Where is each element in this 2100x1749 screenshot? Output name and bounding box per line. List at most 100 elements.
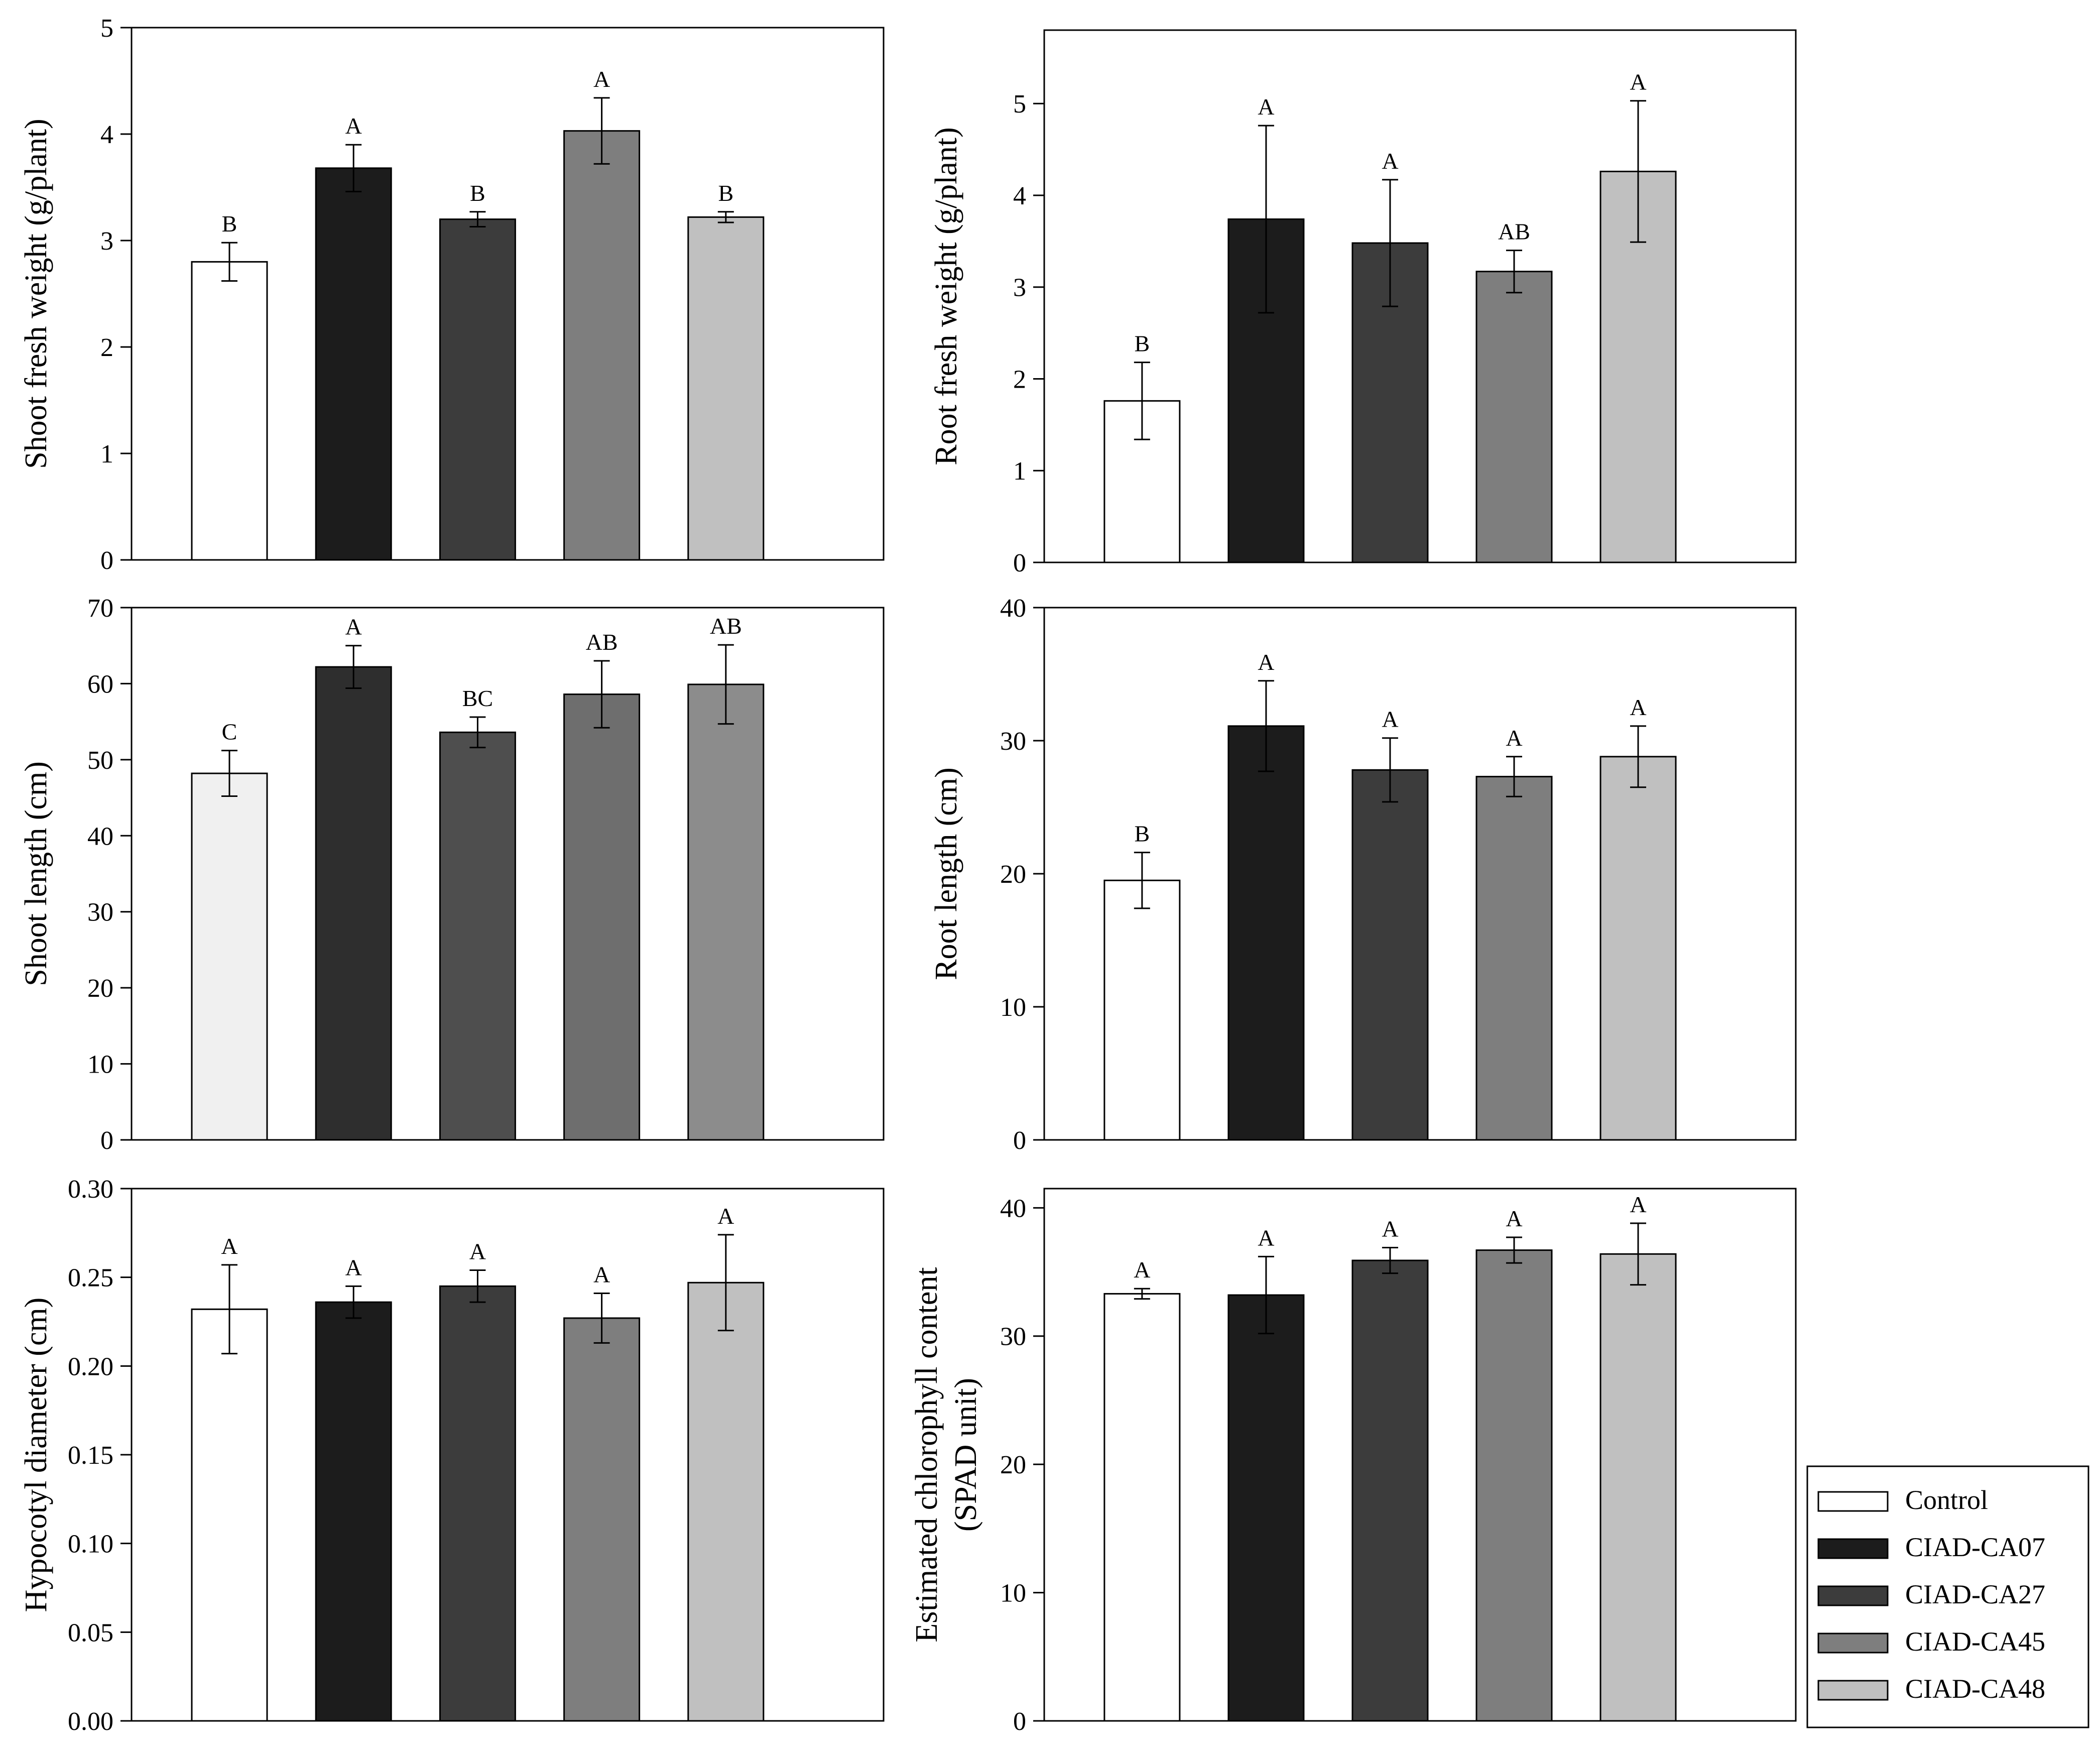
chart-panel-1: 0 1 2 3 4 5 Shoot fresh weight (g/plant) B A B A B xyxy=(19,14,885,575)
significance-letter: C xyxy=(222,719,237,745)
legend-label: CIAD-CA48 xyxy=(1905,1674,2045,1704)
significance-letter: A xyxy=(1258,94,1274,120)
y-axis-title: Estimated chlorophyll content xyxy=(910,1267,944,1642)
significance-letter: A xyxy=(221,1233,237,1259)
bar-ciad-ca27 xyxy=(439,218,516,561)
chart-panel-3: 0 10 20 30 40 50 60 70 Shoot length (cm) C A BC AB AB xyxy=(19,594,885,1155)
y-tick-label: 20 xyxy=(87,974,113,1003)
y-tick-label: 0.25 xyxy=(68,1264,113,1293)
legend-swatch xyxy=(1817,1538,1889,1559)
significance-letter: A xyxy=(345,113,362,139)
y-axis-title: Root fresh weight (g/plant) xyxy=(929,127,963,465)
chart-panel-6: 0 10 20 30 40 Estimated chlorophyll content (S… xyxy=(910,1188,1797,1736)
y-tick-label: 20 xyxy=(1000,1451,1026,1479)
y-tick-label: 40 xyxy=(87,822,113,851)
bar-ciad-ca07 xyxy=(315,666,392,1141)
legend-label: CIAD-CA45 xyxy=(1905,1626,2045,1657)
bar-control xyxy=(191,772,268,1141)
bar-ciad-ca27 xyxy=(1351,1259,1429,1722)
bar-ciad-ca45 xyxy=(1475,1249,1553,1722)
y-tick-label: 2 xyxy=(1013,365,1026,394)
legend-label: CIAD-CA07 xyxy=(1905,1532,2045,1562)
significance-letter: A xyxy=(345,1254,362,1280)
bar-ciad-ca07 xyxy=(315,1301,392,1722)
significance-letter: A xyxy=(1258,649,1274,675)
bar-ciad-ca27 xyxy=(1351,769,1429,1141)
y-tick-label: 1 xyxy=(100,440,113,469)
y-tick-label: 3 xyxy=(100,227,113,256)
y-tick-label: 60 xyxy=(87,670,113,698)
bar-ciad-ca45 xyxy=(563,130,641,561)
legend-swatch xyxy=(1817,1585,1889,1606)
bar-ciad-ca48 xyxy=(687,1281,765,1722)
bar-control xyxy=(1103,1293,1181,1722)
significance-letter: A xyxy=(593,1261,610,1287)
y-tick-label: 5 xyxy=(1013,90,1026,119)
y-tick-label: 1 xyxy=(1013,457,1026,486)
y-tick-label: 0 xyxy=(1013,1126,1026,1155)
y-tick-label: 4 xyxy=(100,121,113,149)
bar-ciad-ca48 xyxy=(687,216,765,561)
significance-letter: A xyxy=(1630,69,1646,95)
significance-letter: BC xyxy=(462,685,493,711)
chart-panel-4: 0 10 20 30 40 Root length (cm) B A A A A xyxy=(929,594,1797,1155)
y-tick-label: 0.15 xyxy=(68,1441,113,1470)
bar-ciad-ca45 xyxy=(1475,776,1553,1141)
y-tick-label: 30 xyxy=(1000,1323,1026,1351)
bar-ciad-ca27 xyxy=(439,1285,516,1722)
significance-letter: A xyxy=(1630,694,1646,720)
bar-ciad-ca48 xyxy=(687,683,765,1141)
significance-letter: A xyxy=(1506,725,1522,751)
bar-control xyxy=(191,1308,268,1722)
legend-label: CIAD-CA27 xyxy=(1905,1579,2045,1609)
y-tick-label: 10 xyxy=(87,1051,113,1079)
y-tick-label: 10 xyxy=(1000,1579,1026,1608)
y-axis-title: Shoot fresh weight (g/plant) xyxy=(19,119,53,469)
y-tick-label: 20 xyxy=(1000,860,1026,889)
significance-letter: B xyxy=(718,180,733,206)
bar-ciad-ca07 xyxy=(1227,725,1305,1141)
bar-ciad-ca07 xyxy=(1227,1294,1305,1722)
y-tick-label: 0 xyxy=(100,1126,113,1155)
significance-letter: B xyxy=(222,211,237,237)
significance-letter: A xyxy=(1382,1216,1398,1241)
y-tick-label: 0.10 xyxy=(68,1530,113,1559)
y-tick-label: 0 xyxy=(100,546,113,575)
significance-letter: A xyxy=(593,66,610,92)
chart-panel-5: 0.00 0.05 0.10 0.15 0.20 0.25 0.30 Hypocotyl di… xyxy=(19,1175,885,1736)
significance-letter: A xyxy=(469,1239,486,1264)
significance-letter: A xyxy=(1506,1206,1522,1231)
y-axis-title: Hypocotyl diameter (cm) xyxy=(19,1298,53,1612)
legend-swatch xyxy=(1817,1633,1889,1654)
significance-letter: AB xyxy=(710,613,742,639)
y-tick-label: 0.30 xyxy=(68,1175,113,1204)
y-axis-title: Root length (cm) xyxy=(929,767,963,980)
bar-ciad-ca48 xyxy=(1599,756,1677,1141)
bar-ciad-ca07 xyxy=(315,167,392,561)
y-tick-label: 0 xyxy=(1013,1707,1026,1736)
y-tick-label: 40 xyxy=(1000,594,1026,623)
y-tick-label: 3 xyxy=(1013,274,1026,302)
y-tick-label: 30 xyxy=(87,898,113,927)
significance-letter: A xyxy=(1630,1192,1646,1217)
bar-control xyxy=(191,261,268,561)
y-axis-title: (SPAD unit) xyxy=(949,1378,983,1532)
bar-ciad-ca27 xyxy=(439,731,516,1141)
y-tick-label: 40 xyxy=(1000,1194,1026,1223)
significance-letter: A xyxy=(1382,148,1398,174)
y-tick-label: 5 xyxy=(100,14,113,43)
significance-letter: B xyxy=(1135,821,1150,847)
y-tick-label: 70 xyxy=(87,594,113,623)
y-tick-label: 0 xyxy=(1013,549,1026,577)
significance-letter: AB xyxy=(1498,219,1530,245)
chart-panel-2: 0 1 2 3 4 5 Root fresh weight (g/plant) B A A AB A xyxy=(929,29,1797,577)
legend: Control CIAD-CA07 CIAD-CA27 CIAD-CA45 CIAD-C… xyxy=(1806,1465,2089,1728)
y-tick-label: 50 xyxy=(87,746,113,775)
bar-ciad-ca48 xyxy=(1599,1253,1677,1722)
bar-ciad-ca45 xyxy=(1475,271,1553,563)
bar-ciad-ca45 xyxy=(563,693,641,1141)
bar-control xyxy=(1103,879,1181,1141)
y-tick-label: 0.20 xyxy=(68,1352,113,1381)
significance-letter: AB xyxy=(586,629,618,655)
